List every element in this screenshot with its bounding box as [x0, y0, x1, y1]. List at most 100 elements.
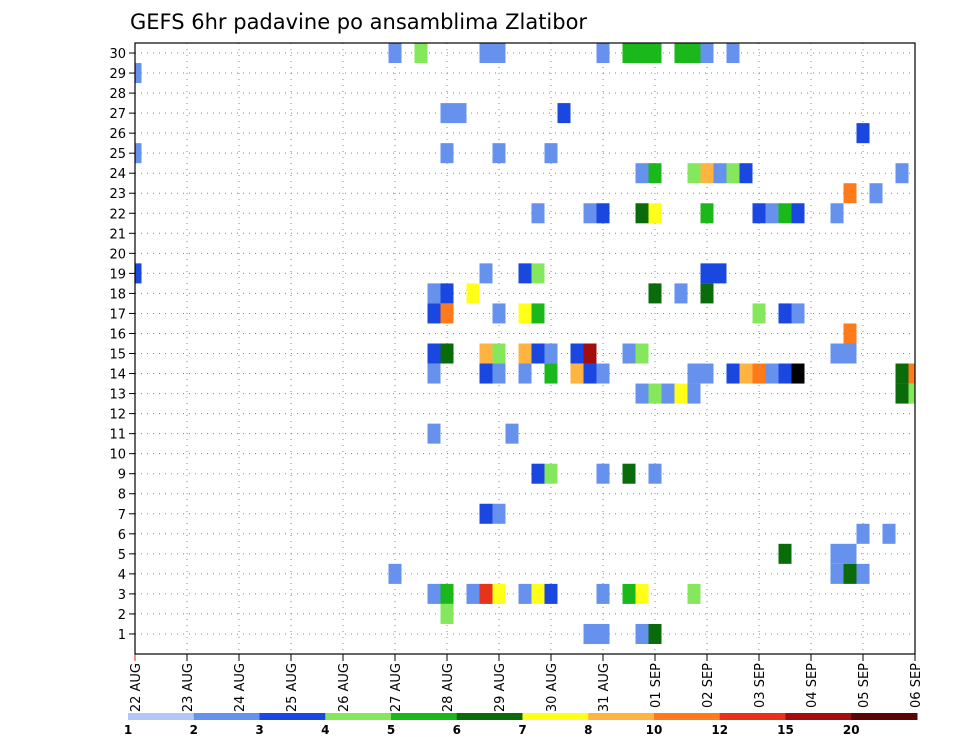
precip-cell	[531, 463, 545, 484]
precip-cell	[427, 583, 441, 604]
y-tick-label: 9	[118, 468, 126, 483]
x-tick-label: 25 AUG	[285, 663, 300, 712]
y-tick-label: 25	[109, 147, 126, 162]
y-tick-label: 6	[118, 528, 126, 543]
chart-title: GEFS 6hr padavine po ansamblima Zlatibor	[130, 10, 587, 34]
x-tick-label: 30 AUG	[545, 663, 560, 712]
colorbar-swatch	[522, 713, 589, 720]
colorbar-label: 10	[646, 723, 663, 737]
precip-cell	[713, 163, 727, 184]
precip-cell	[622, 43, 636, 64]
y-tick-label: 14	[109, 368, 126, 383]
precip-cell	[135, 263, 142, 284]
colorbar-swatch	[456, 713, 523, 720]
precip-cell	[687, 583, 701, 604]
precip-cell	[440, 603, 454, 624]
plot-frame	[134, 42, 916, 655]
y-tick-label: 16	[109, 327, 126, 342]
precip-cell	[674, 383, 688, 404]
colorbar-swatch	[259, 713, 326, 720]
precip-cell	[635, 583, 649, 604]
precip-cell	[531, 303, 545, 324]
precip-cell	[856, 523, 870, 544]
colorbar-swatch	[128, 713, 195, 720]
precip-cell	[479, 343, 493, 364]
y-tick-label: 13	[109, 388, 126, 403]
x-tick-label: 03 SEP	[753, 663, 768, 708]
precip-cell	[648, 203, 662, 224]
precip-cell	[700, 163, 714, 184]
precip-cell	[830, 543, 844, 564]
y-tick-label: 18	[109, 287, 126, 302]
colorbar-swatch	[785, 713, 852, 720]
precip-cell	[726, 43, 740, 64]
precip-cell	[856, 563, 870, 584]
colorbar-swatch	[851, 713, 918, 720]
y-tick-label: 5	[118, 548, 126, 563]
precip-cell	[622, 463, 636, 484]
precip-cell	[544, 363, 558, 384]
colorbar-label: 1	[124, 723, 132, 737]
precip-cell	[596, 583, 610, 604]
precip-cell	[726, 163, 740, 184]
colorbar-label: 6	[453, 723, 461, 737]
precip-cell	[518, 583, 532, 604]
precip-cell	[700, 263, 714, 284]
precip-cell	[583, 363, 597, 384]
precip-cell	[908, 363, 915, 384]
y-tick-label: 1	[118, 628, 126, 643]
precip-cell	[479, 503, 493, 524]
precip-cell	[427, 303, 441, 324]
precip-cell	[635, 43, 649, 64]
precip-cell	[505, 423, 519, 444]
precip-cell	[440, 583, 454, 604]
precip-cell	[830, 203, 844, 224]
precip-cell	[791, 203, 805, 224]
precip-cell	[830, 343, 844, 364]
heatmap-cells	[135, 43, 915, 644]
precip-cell	[518, 263, 532, 284]
precip-cell	[648, 463, 662, 484]
precip-cell	[466, 283, 480, 304]
colorbar-swatch	[654, 713, 721, 720]
precip-cell	[492, 503, 506, 524]
precip-cell	[492, 143, 506, 164]
precip-cell	[752, 303, 766, 324]
precip-cell	[635, 383, 649, 404]
precip-cell	[492, 363, 506, 384]
precip-cell	[674, 43, 688, 64]
precip-cell	[661, 383, 675, 404]
precip-cell	[544, 583, 558, 604]
x-tick-label: 24 AUG	[233, 663, 248, 712]
precip-cell	[895, 363, 909, 384]
y-tick-label: 30	[109, 47, 126, 62]
precip-cell	[739, 363, 753, 384]
x-tick-label: 04 SEP	[805, 663, 820, 708]
precip-cell	[479, 363, 493, 384]
x-tick-label: 05 SEP	[857, 663, 872, 708]
precip-cell	[531, 263, 545, 284]
precip-cell	[427, 423, 441, 444]
precip-cell	[440, 103, 454, 124]
x-tick-label: 27 AUG	[389, 663, 404, 712]
y-tick-label: 11	[109, 428, 126, 443]
y-tick-label: 26	[109, 127, 126, 142]
precip-cell	[479, 583, 493, 604]
y-tick-label: 2	[118, 608, 126, 623]
precip-cell	[687, 163, 701, 184]
x-tick-label: 02 SEP	[701, 663, 716, 708]
precip-cell	[674, 283, 688, 304]
precip-cell	[856, 123, 870, 144]
precip-cell	[518, 303, 532, 324]
y-tick-label: 20	[109, 247, 126, 262]
colorbar-swatch	[391, 713, 458, 720]
precip-cell	[843, 183, 857, 204]
precip-cell	[908, 383, 915, 404]
precip-cell	[648, 623, 662, 644]
precip-cell	[414, 43, 428, 64]
precip-cell	[531, 343, 545, 364]
precip-cell	[518, 363, 532, 384]
y-tick-label: 3	[118, 588, 126, 603]
precip-cell	[648, 383, 662, 404]
precip-cell	[700, 363, 714, 384]
